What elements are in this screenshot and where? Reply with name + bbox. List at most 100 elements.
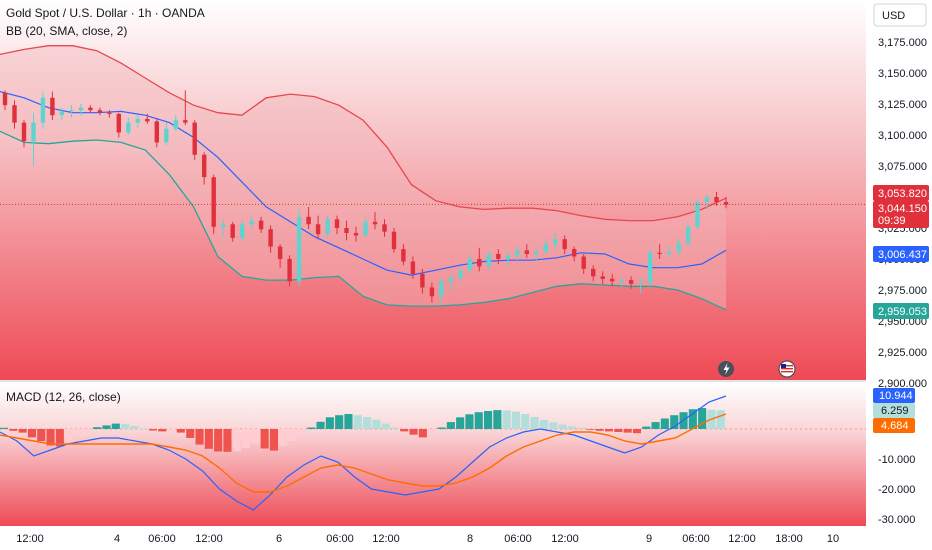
candle-body [78, 107, 84, 111]
candle-body [458, 270, 463, 278]
macd-histogram-bar [456, 417, 465, 429]
macd-histogram-bar [567, 426, 576, 429]
time-tick-label: 8 [467, 533, 473, 545]
candle-body [2, 92, 8, 106]
bb-upper-line [0, 45, 727, 222]
candle-body [534, 251, 539, 255]
macd-histogram-bar [688, 409, 697, 429]
candle-body [277, 246, 283, 259]
bb-lower-line [0, 130, 727, 311]
candle-body [382, 224, 387, 232]
macd-histogram-bar [390, 427, 399, 429]
time-tick-label: 12:00 [551, 533, 579, 545]
bb-indicator-label[interactable]: BB (20, SMA, close, 2) [6, 24, 127, 38]
candle-body [600, 276, 605, 279]
candle-body [296, 216, 302, 282]
macd-histogram-bar [18, 429, 27, 433]
price-tick-label: 3,175.000 [878, 37, 927, 49]
macd-histogram-bar [577, 427, 586, 429]
price-tick-label: 2,925.000 [878, 347, 927, 359]
time-tick-label: 6 [276, 533, 282, 545]
candle-body [467, 259, 473, 271]
macd-histogram-bar [316, 421, 325, 429]
candle-body [410, 261, 416, 274]
candle-body [619, 280, 624, 282]
candle-body [429, 287, 435, 297]
svg-text:6.259: 6.259 [881, 405, 909, 417]
svg-text:2,959.053: 2,959.053 [878, 306, 927, 318]
svg-text:4.684: 4.684 [881, 420, 909, 432]
candle-body [638, 282, 643, 284]
symbol-title[interactable]: Gold Spot / U.S. Dollar · 1h · OANDA [6, 6, 205, 20]
macd-histogram-bar [111, 423, 120, 429]
candle-body [258, 220, 264, 230]
candle-body [268, 229, 273, 247]
macd-histogram-bar [27, 429, 36, 438]
time-tick-label: 12:00 [372, 533, 400, 545]
time-axis[interactable] [0, 526, 866, 550]
candle-body [486, 254, 491, 267]
candle-body [581, 256, 586, 269]
macd-histogram-bar [409, 429, 418, 435]
price-tick-label: 3,100.000 [878, 130, 927, 142]
macd-histogram-bar [465, 414, 474, 429]
lightning-icon[interactable] [718, 361, 734, 377]
macd-histogram-bar [260, 429, 269, 449]
candle-body [221, 224, 226, 227]
signal-line [0, 413, 727, 493]
pane-separator[interactable] [0, 380, 932, 382]
macd-histogram-bar [214, 429, 223, 452]
svg-text:3,006.437: 3,006.437 [878, 249, 927, 261]
candle-body [334, 219, 340, 228]
candle-body [31, 122, 36, 142]
candle-body [505, 255, 510, 259]
macd-histogram-bar [381, 423, 390, 429]
macd-histogram-bar [521, 414, 530, 429]
macd-histogram [0, 408, 725, 452]
macd-histogram-bar [623, 429, 632, 433]
price-tag-bb-lower: 2,959.053 [873, 303, 929, 319]
macd-tick-label: -30.000 [878, 514, 915, 526]
candle-body [714, 197, 719, 202]
time-tick-label: 12:00 [16, 533, 44, 545]
macd-histogram-bar [539, 420, 548, 429]
macd-histogram-bar [269, 429, 278, 451]
candle-body [723, 202, 729, 205]
candle-body [240, 224, 245, 238]
macd-histogram-bar [586, 429, 595, 430]
us-flag-icon[interactable] [778, 360, 796, 378]
macd-histogram-bar [511, 411, 520, 429]
macd-histogram-bar [558, 424, 567, 429]
macd-histogram-bar [549, 422, 558, 429]
macd-indicator-label[interactable]: MACD (12, 26, close) [6, 390, 121, 404]
macd-tag-histogram: 6.259 [873, 403, 915, 418]
price-tick-label: 3,150.000 [878, 68, 927, 80]
macd-histogram-bar [223, 429, 232, 452]
candle-body [553, 239, 558, 245]
time-axis-ticks: 12:00 4 06:00 12:00 6 06:00 12:00 8 06:00 12:00 9 0… [16, 533, 839, 545]
macd-line [0, 395, 727, 511]
macd-histogram-bar [595, 429, 604, 431]
candle-body [325, 219, 330, 235]
currency-selector[interactable]: USD [873, 3, 927, 27]
candle-body [306, 216, 311, 225]
candle-body [448, 277, 454, 282]
time-tick-label: 10 [827, 533, 839, 545]
candle-body [353, 233, 359, 236]
candle-body [420, 273, 425, 288]
macd-histogram-bar [632, 429, 641, 434]
macd-tag-signal: 4.684 [873, 418, 915, 433]
candle-body [135, 118, 140, 123]
price-tag-last: 3,044.150 09:39 [873, 201, 929, 228]
price-tag-bb-basis: 3,006.437 [873, 246, 929, 262]
macd-histogram-bar [716, 410, 725, 429]
macd-histogram-bar [130, 426, 139, 429]
price-axis[interactable] [866, 0, 932, 550]
macd-histogram-bar [204, 429, 213, 449]
candle-body [666, 251, 672, 255]
macd-histogram-bar [493, 410, 502, 429]
candle-body [230, 224, 235, 238]
candle-body [154, 121, 159, 143]
price-tick-label: 2,900.000 [878, 378, 927, 390]
